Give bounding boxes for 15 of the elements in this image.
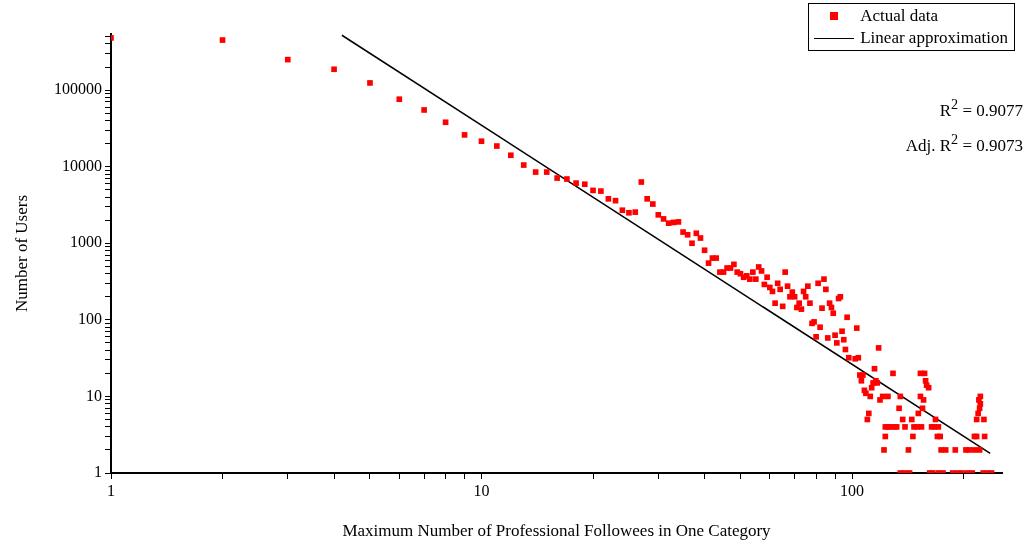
y-tick-label: 100000	[54, 80, 102, 98]
y-tick-label: 1000	[70, 233, 102, 251]
x-tick-label: 10	[473, 481, 490, 499]
y-tick-label: 10	[86, 386, 102, 404]
x-tick-label: 100	[840, 481, 865, 499]
x-tick-label: 1	[107, 481, 115, 499]
legend-label: Actual data	[860, 5, 939, 27]
legend-label: Linear approximation	[860, 27, 1008, 49]
y-axis-title: Number of Users	[11, 194, 31, 313]
annotation: Adj. R$^{2}$ = 0.9073	[905, 129, 1023, 157]
y-tick-label: 100	[78, 310, 102, 328]
annotation: R$^{2}$ = 0.9077	[938, 95, 1023, 122]
y-tick-label: 10000	[62, 156, 102, 174]
y-tick-label: 1	[94, 463, 102, 481]
x-axis-title: Maximum Number of Professional Followees in One Category	[342, 521, 772, 541]
